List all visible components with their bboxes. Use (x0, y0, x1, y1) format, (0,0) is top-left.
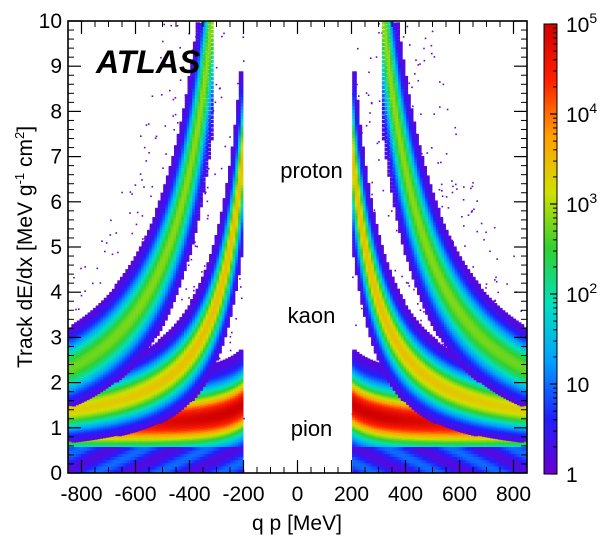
x-tick-label: 800 (496, 483, 531, 506)
x-tick-label: 0 (292, 483, 304, 506)
y-axis-title-main: Track dE/dx [MeV g (14, 184, 37, 368)
atlas-label: ATLAS (95, 44, 201, 80)
x-tick-label: 200 (334, 483, 369, 506)
colorbar-axis: 1 10 102 103 104 105 (550, 10, 597, 487)
y-axis-title-end: ] (14, 126, 37, 132)
band-label-kaon: kaon (288, 303, 336, 328)
x-tick-label: 600 (442, 483, 477, 506)
x-tick-label: -200 (222, 483, 264, 506)
band-label-proton: proton (280, 158, 342, 183)
y-tick-label: 1 (50, 417, 62, 440)
y-tick-label: 2 (50, 372, 62, 395)
colorbar-tick-label: 104 (566, 100, 597, 127)
x-tick-label: -800 (60, 483, 102, 506)
colorbar-tick-label: 103 (566, 190, 597, 217)
y-tick-label: 8 (50, 100, 62, 123)
y-tick-label: 3 (50, 326, 62, 349)
y-tick-label: 10 (39, 10, 62, 33)
band-label-pion: pion (291, 416, 333, 441)
y-tick-label: 6 (50, 191, 62, 214)
y-axis-title: Track dE/dx [MeV g-1 cm2] (12, 126, 37, 368)
colorbar-tick-label: 1 (566, 464, 578, 487)
y-tick-label: 5 (50, 236, 62, 259)
y-tick-label: 9 (50, 55, 62, 78)
y-tick-label: 7 (50, 146, 62, 169)
heatmap-bands (68, 21, 527, 473)
colorbar (543, 23, 558, 475)
y-axis-title-exp2: 2 (12, 132, 27, 139)
y-tick-label: 0 (50, 462, 62, 485)
y-axis-title-mid: cm (14, 139, 37, 173)
x-axis: -800 -600 -400 -200 0 200 400 600 800 (60, 21, 531, 506)
x-tick-label: 400 (388, 483, 423, 506)
y-axis-title-exp1: -1 (12, 173, 27, 185)
x-tick-label: -600 (114, 483, 156, 506)
x-tick-label: -400 (168, 483, 210, 506)
colorbar-tick-label: 102 (566, 280, 597, 307)
y-axis: 0 1 2 3 4 5 6 7 8 9 10 (39, 10, 527, 485)
colorbar-tick-label: 10 (566, 374, 589, 397)
x-axis-title: q p [MeV] (252, 512, 342, 535)
band-annotations: proton kaon pion (280, 158, 342, 441)
colorbar-tick-label: 105 (566, 10, 597, 37)
y-tick-label: 4 (50, 281, 62, 304)
